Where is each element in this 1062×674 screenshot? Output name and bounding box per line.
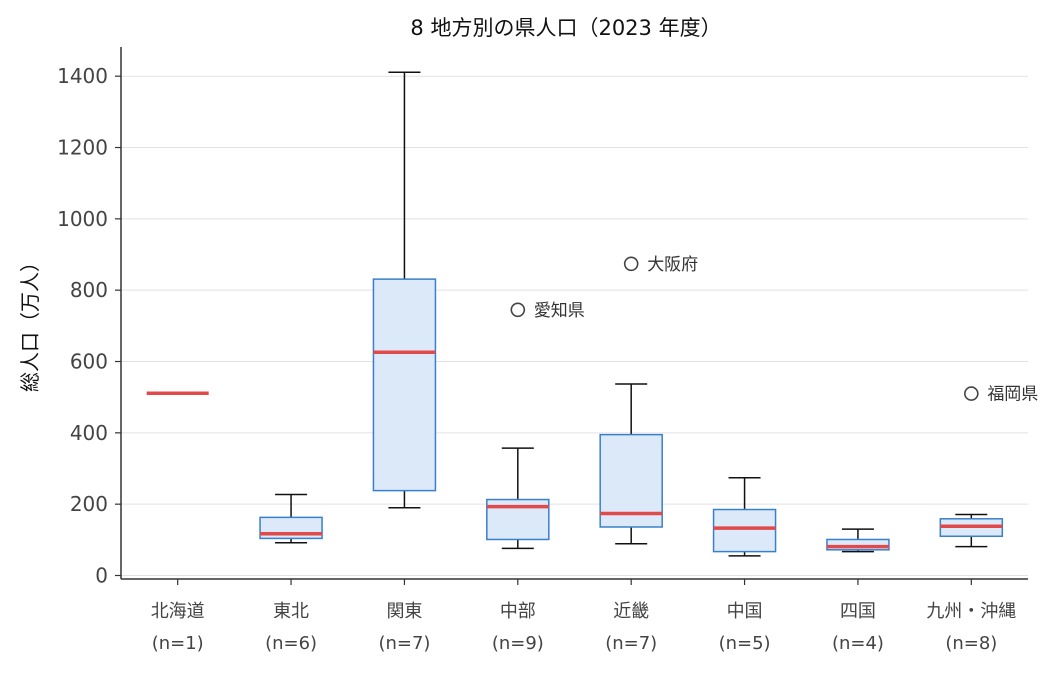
box-group <box>259 493 323 544</box>
x-tick-sublabel: (n=1) <box>152 633 204 654</box>
x-tick-label: 北海道 <box>151 601 205 622</box>
x-tick-sublabel: (n=7) <box>605 633 657 654</box>
outlier-point <box>964 386 979 401</box>
x-tick-label: 四国 <box>840 601 876 622</box>
outlier-point <box>623 256 639 272</box>
y-tick-label: 600 <box>70 350 108 374</box>
x-tick-label: 関東 <box>386 601 422 622</box>
x-tick-label: 近畿 <box>613 601 649 622</box>
x-tick-label: 中部 <box>500 601 536 622</box>
x-tick-sublabel: (n=7) <box>378 633 430 654</box>
y-tick-label: 200 <box>70 492 108 516</box>
y-tick-label: 800 <box>70 278 108 302</box>
x-tick-sublabel: (n=9) <box>492 633 544 654</box>
x-tick-sublabel: (n=6) <box>265 633 317 654</box>
iqr-box <box>826 538 890 551</box>
y-tick-label: 1200 <box>57 136 108 160</box>
box-group <box>826 528 890 553</box>
y-tick-label: 0 <box>95 564 108 588</box>
y-axis-ticks: 0 200 400 600 800 1000 1200 1400 <box>57 64 121 588</box>
iqr-box <box>599 433 663 528</box>
y-tick-label: 1400 <box>57 64 108 88</box>
x-tick-label: 中国 <box>727 601 763 622</box>
box-group: 大阪府 <box>599 255 698 545</box>
outlier-label: 大阪府 <box>647 255 698 275</box>
x-axis-ticks: 北海道 (n=1) 東北 (n=6) 関東 (n=7) 中部 (n=9) 近畿 (n=7) 中国 (n… <box>151 579 1016 654</box>
x-tick-label: 東北 <box>273 601 309 622</box>
x-tick-sublabel: (n=4) <box>832 633 884 654</box>
outlier-label: 愛知県 <box>534 301 585 321</box>
chart-title: 8 地方別の県人口（2023 年度） <box>410 16 721 40</box>
box-group: 愛知県 <box>486 301 585 550</box>
iqr-box <box>712 508 777 553</box>
x-tick-label: 九州・沖縄 <box>926 601 1016 622</box>
box-group <box>712 477 777 557</box>
grid-lines <box>121 75 1028 576</box>
x-tick-sublabel: (n=8) <box>945 633 997 654</box>
outlier-point <box>510 302 526 318</box>
y-axis-label: 総人口（万人） <box>18 252 42 392</box>
box-group: 福岡県 <box>939 385 1038 548</box>
iqr-box <box>372 278 437 492</box>
axes <box>120 47 1028 580</box>
x-tick-sublabel: (n=5) <box>719 633 771 654</box>
box-group <box>372 71 437 509</box>
y-tick-label: 1000 <box>57 207 108 231</box>
y-tick-label: 400 <box>70 421 108 445</box>
outlier-label: 福岡県 <box>987 385 1038 405</box>
